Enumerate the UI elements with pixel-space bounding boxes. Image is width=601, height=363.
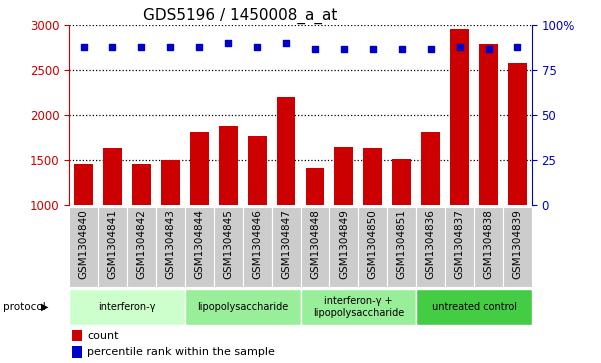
Text: GSM1304839: GSM1304839	[513, 209, 522, 279]
Text: interferon-γ +
lipopolysaccharide: interferon-γ + lipopolysaccharide	[313, 296, 404, 318]
Text: GSM1304841: GSM1304841	[108, 209, 118, 279]
Bar	[190, 132, 209, 205]
Point	[224, 40, 233, 46]
Point	[79, 44, 88, 50]
Bar	[185, 207, 214, 287]
Bar	[69, 289, 185, 325]
Bar	[103, 148, 122, 205]
Bar	[156, 207, 185, 287]
Point	[136, 44, 146, 50]
Bar	[69, 207, 98, 287]
Bar	[127, 207, 156, 287]
Text: count: count	[87, 331, 118, 341]
Text: GSM1304851: GSM1304851	[397, 209, 407, 279]
Text: GDS5196 / 1450008_a_at: GDS5196 / 1450008_a_at	[143, 7, 338, 24]
Text: GSM1304843: GSM1304843	[165, 209, 175, 279]
Point	[195, 44, 204, 50]
Text: GSM1304848: GSM1304848	[310, 209, 320, 279]
Bar	[243, 207, 272, 287]
Bar	[503, 207, 532, 287]
Bar	[416, 289, 532, 325]
Bar	[74, 164, 93, 205]
Bar	[508, 63, 527, 205]
Bar	[161, 160, 180, 205]
Point	[397, 46, 406, 52]
Bar	[392, 159, 411, 205]
Text: percentile rank within the sample: percentile rank within the sample	[87, 347, 275, 357]
Text: GSM1304850: GSM1304850	[368, 209, 378, 279]
Bar	[276, 97, 296, 205]
Bar	[300, 289, 416, 325]
Text: GSM1304837: GSM1304837	[454, 209, 465, 279]
Text: GSM1304846: GSM1304846	[252, 209, 262, 279]
Bar	[450, 29, 469, 205]
Point	[281, 40, 291, 46]
Text: GSM1304842: GSM1304842	[136, 209, 147, 279]
Text: ▶: ▶	[41, 302, 48, 312]
Bar	[98, 207, 127, 287]
Text: GSM1304849: GSM1304849	[339, 209, 349, 279]
Point	[368, 46, 377, 52]
Text: interferon-γ: interferon-γ	[98, 302, 156, 312]
Text: GSM1304836: GSM1304836	[426, 209, 436, 279]
Bar	[248, 136, 266, 205]
Bar	[474, 207, 503, 287]
Bar	[479, 44, 498, 205]
Point	[484, 46, 493, 52]
Text: GSM1304840: GSM1304840	[79, 209, 88, 279]
Bar	[219, 126, 237, 205]
Point	[108, 44, 117, 50]
Text: GSM1304847: GSM1304847	[281, 209, 291, 279]
Text: GSM1304844: GSM1304844	[194, 209, 204, 279]
Text: lipopolysaccharide: lipopolysaccharide	[197, 302, 288, 312]
Bar	[335, 147, 353, 205]
Bar	[387, 207, 416, 287]
Bar	[305, 168, 325, 205]
Bar	[185, 289, 300, 325]
Bar	[272, 207, 300, 287]
Text: untreated control: untreated control	[432, 302, 516, 312]
Bar	[364, 148, 382, 205]
Point	[252, 44, 262, 50]
Point	[310, 46, 320, 52]
Point	[513, 44, 522, 50]
Bar	[445, 207, 474, 287]
Bar	[421, 132, 440, 205]
Bar	[72, 346, 82, 358]
Bar	[416, 207, 445, 287]
Point	[426, 46, 436, 52]
Text: protocol: protocol	[3, 302, 46, 312]
Bar	[72, 330, 82, 341]
Bar	[300, 207, 329, 287]
Bar	[358, 207, 387, 287]
Bar	[214, 207, 243, 287]
Point	[455, 44, 465, 50]
Text: GSM1304838: GSM1304838	[483, 209, 493, 279]
Point	[339, 46, 349, 52]
Bar	[329, 207, 358, 287]
Point	[165, 44, 175, 50]
Text: GSM1304845: GSM1304845	[223, 209, 233, 279]
Bar	[132, 164, 151, 205]
